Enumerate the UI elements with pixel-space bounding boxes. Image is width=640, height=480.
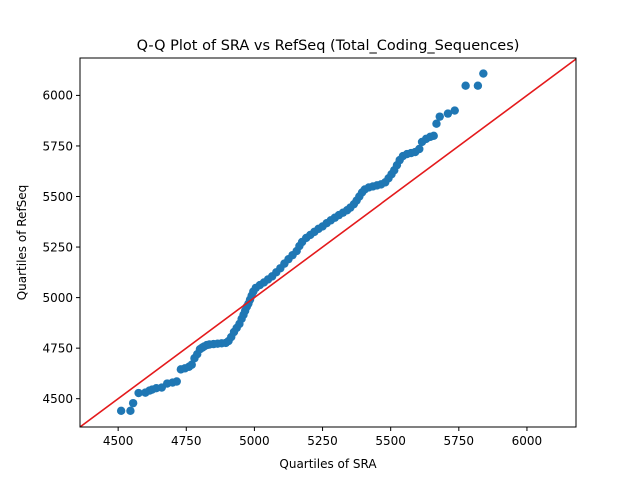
data-point-1 — [126, 406, 135, 416]
x-tick-label-4750: 4750 — [171, 434, 202, 448]
x-tick-label-5500: 5500 — [375, 434, 406, 448]
y-tick-label-4500: 4500 — [42, 392, 73, 406]
y-tick-label-5750: 5750 — [42, 139, 73, 153]
x-axis-ticks: 4500 4750 5000 5250 5500 5750 6000 — [103, 427, 542, 448]
data-point-88 — [429, 131, 438, 141]
data-point-2 — [128, 398, 138, 408]
y-tick-label-5500: 5500 — [42, 190, 73, 204]
y-tick-label-5250: 5250 — [42, 240, 73, 254]
data-point-94 — [473, 81, 483, 90]
data-point-92 — [450, 106, 459, 115]
plot-area-frame — [79, 57, 577, 428]
x-tick-label-5250: 5250 — [307, 434, 338, 448]
chart-title: Q-Q Plot of SRA vs RefSeq (Total_Coding_… — [137, 38, 520, 54]
data-point-89 — [432, 119, 441, 128]
data-point-90 — [435, 112, 444, 121]
data-point-11 — [172, 377, 181, 386]
data-point-95 — [479, 69, 488, 78]
y-axis-ticks: 4500 4750 5000 5250 5500 5750 6000 — [42, 89, 80, 406]
data-point-0 — [116, 406, 126, 416]
scatter-points — [116, 69, 488, 416]
x-tick-label-5750: 5750 — [444, 434, 475, 448]
reference-line-layer — [80, 58, 576, 427]
data-point-3 — [134, 388, 143, 398]
data-point-91 — [443, 109, 453, 118]
y-axis-title: Quartiles of RefSeq — [15, 185, 29, 301]
reference-line — [80, 58, 576, 427]
data-point-84 — [415, 144, 424, 154]
y-tick-label-4750: 4750 — [42, 341, 73, 355]
x-tick-label-4500: 4500 — [103, 434, 134, 448]
y-tick-label-6000: 6000 — [42, 89, 73, 103]
x-tick-label-6000: 6000 — [512, 434, 543, 448]
x-tick-label-5000: 5000 — [239, 434, 270, 448]
x-axis-title: Quartiles of SRA — [279, 457, 377, 471]
data-point-15 — [187, 360, 196, 369]
y-tick-label-5000: 5000 — [42, 291, 73, 305]
data-point-93 — [461, 81, 470, 90]
